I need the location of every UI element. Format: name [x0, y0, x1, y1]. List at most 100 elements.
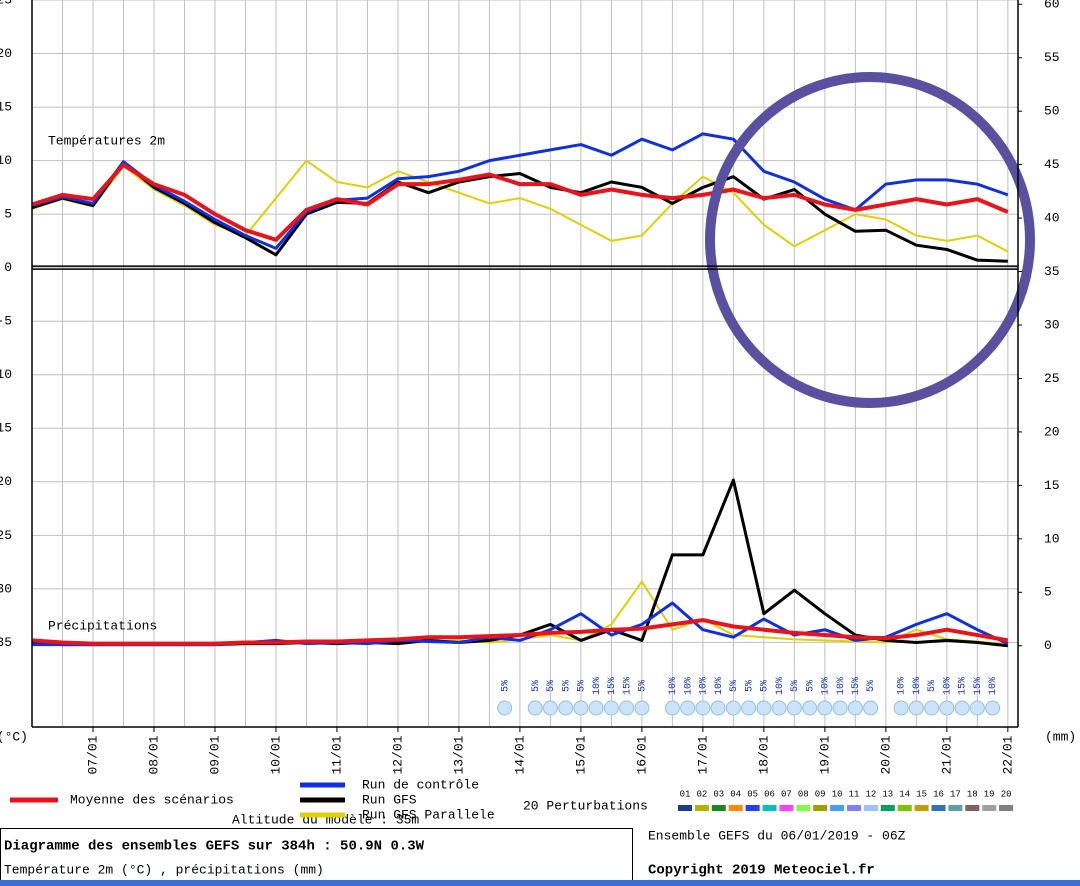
y2-tick-label: 25 [1044, 371, 1060, 386]
precipitation-label: Précipitations [48, 618, 157, 633]
y-tick-label: 5 [4, 207, 12, 222]
perturbation-id: 02 [696, 789, 707, 799]
perturbation-swatch [999, 805, 1014, 811]
snow-icon [573, 700, 589, 716]
x-tick-label: 13/01 [451, 735, 466, 774]
perturbation-id: 11 [849, 789, 860, 799]
snow-icon [634, 700, 650, 716]
perturbation-id: 05 [747, 789, 758, 799]
perturbation-id: 04 [730, 789, 741, 799]
perturbation-id: 17 [950, 789, 961, 799]
snow-icon [756, 700, 772, 716]
run-info: Ensemble GEFS du 06/01/2019 - 06Z [648, 828, 906, 843]
legend-label: Run GFS Parallele [362, 807, 495, 822]
perturbation-swatch [813, 805, 828, 811]
grid [32, 0, 1018, 727]
perturbation-swatch [796, 805, 811, 811]
perturbation-id: 06 [764, 789, 775, 799]
x-tick-label: 08/01 [146, 735, 161, 774]
snow-label: 5% [790, 680, 801, 692]
perturbation-id: 16 [933, 789, 944, 799]
perturbations-label: 20 Perturbations [523, 798, 648, 813]
snow-label: 5% [760, 680, 771, 692]
y2-tick-label: 40 [1044, 211, 1060, 226]
snow-label: 5% [531, 680, 542, 692]
perturbation-id: 03 [713, 789, 724, 799]
perturbation-swatch [914, 805, 929, 811]
y-tick-label: -10 [0, 367, 12, 382]
y2-tick-label: 0 [1044, 638, 1052, 653]
snow-label: 5% [927, 680, 938, 692]
snow-label: 5% [729, 680, 740, 692]
snow-icon [893, 700, 909, 716]
snow-label: 10% [683, 677, 694, 695]
snow-icon [542, 700, 558, 716]
y-tick-label: -35 [0, 635, 12, 650]
snow-label: 5% [638, 680, 649, 692]
snow-label: 5% [866, 680, 877, 692]
x-tick-label: 11/01 [329, 735, 344, 774]
y-tick-label: 10 [0, 153, 12, 168]
y-tick-label: 15 [0, 100, 12, 115]
snow-icon [664, 700, 680, 716]
perturbation-swatch [948, 805, 963, 811]
temperature-line [31, 161, 1008, 263]
perturbation-swatch [965, 805, 980, 811]
y-tick-label: -30 [0, 581, 12, 596]
y-unit: (°C) [0, 729, 28, 744]
snow-icon [863, 700, 879, 716]
perturbation-id: 07 [781, 789, 792, 799]
snow-label: 10% [592, 677, 603, 695]
snow-icon [695, 700, 711, 716]
y2-tick-label: 60 [1044, 0, 1060, 12]
perturbation-id: 01 [680, 789, 691, 799]
perturbation-id: 09 [815, 789, 826, 799]
y2-tick-label: 20 [1044, 424, 1060, 439]
snow-label: 10% [897, 677, 908, 695]
x-tick-label: 07/01 [85, 735, 100, 774]
y2-tick-label: 5 [1044, 585, 1052, 600]
x-tick-label: 19/01 [817, 735, 832, 774]
snow-label: 10% [668, 677, 679, 695]
snow-icon [969, 700, 985, 716]
y2-tick-label: 45 [1044, 157, 1060, 172]
perturbation-swatch [728, 805, 743, 811]
snow-label: 15% [973, 677, 984, 695]
x-tick-label: 20/01 [878, 735, 893, 774]
y-tick-label: -5 [0, 314, 12, 329]
snow-icon [939, 700, 955, 716]
x-tick-label: 09/01 [207, 735, 222, 774]
snow-icon [786, 700, 802, 716]
temperature-label: Températures 2m [48, 133, 165, 148]
bottom-strip [0, 880, 1080, 886]
x-tick-label: 18/01 [756, 735, 771, 774]
legend-label: Run GFS [362, 792, 417, 807]
perturbation-swatch [863, 805, 878, 811]
snow-label: 5% [577, 680, 588, 692]
snow-label: 10% [699, 677, 710, 695]
y-tick-label: 25 [0, 0, 12, 7]
snow-label: 5% [561, 680, 572, 692]
altitude-note: Altitude du modèle : 35m [232, 812, 419, 827]
perturbation-swatch [880, 805, 895, 811]
perturbation-id: 19 [984, 789, 995, 799]
snow-icon [954, 700, 970, 716]
y-tick-label: 20 [0, 46, 12, 61]
y2-tick-label: 55 [1044, 50, 1060, 65]
y2-unit: (mm) [1045, 729, 1076, 744]
footer-title: Diagramme des ensembles GEFS sur 384h : … [4, 839, 425, 855]
perturbation-swatch [762, 805, 777, 811]
snow-icon [741, 700, 757, 716]
x-tick-label: 17/01 [695, 735, 710, 774]
perturbation-swatch [897, 805, 912, 811]
snow-label: 5% [805, 680, 816, 692]
perturbation-id: 14 [899, 789, 910, 799]
highlight-circle [705, 72, 1035, 408]
perturbation-id: 15 [916, 789, 927, 799]
legend-label: Moyenne des scénarios [70, 792, 234, 807]
x-tick-label: 21/01 [939, 735, 954, 774]
x-tick-label: 12/01 [390, 735, 405, 774]
x-tick-label: 15/01 [573, 735, 588, 774]
